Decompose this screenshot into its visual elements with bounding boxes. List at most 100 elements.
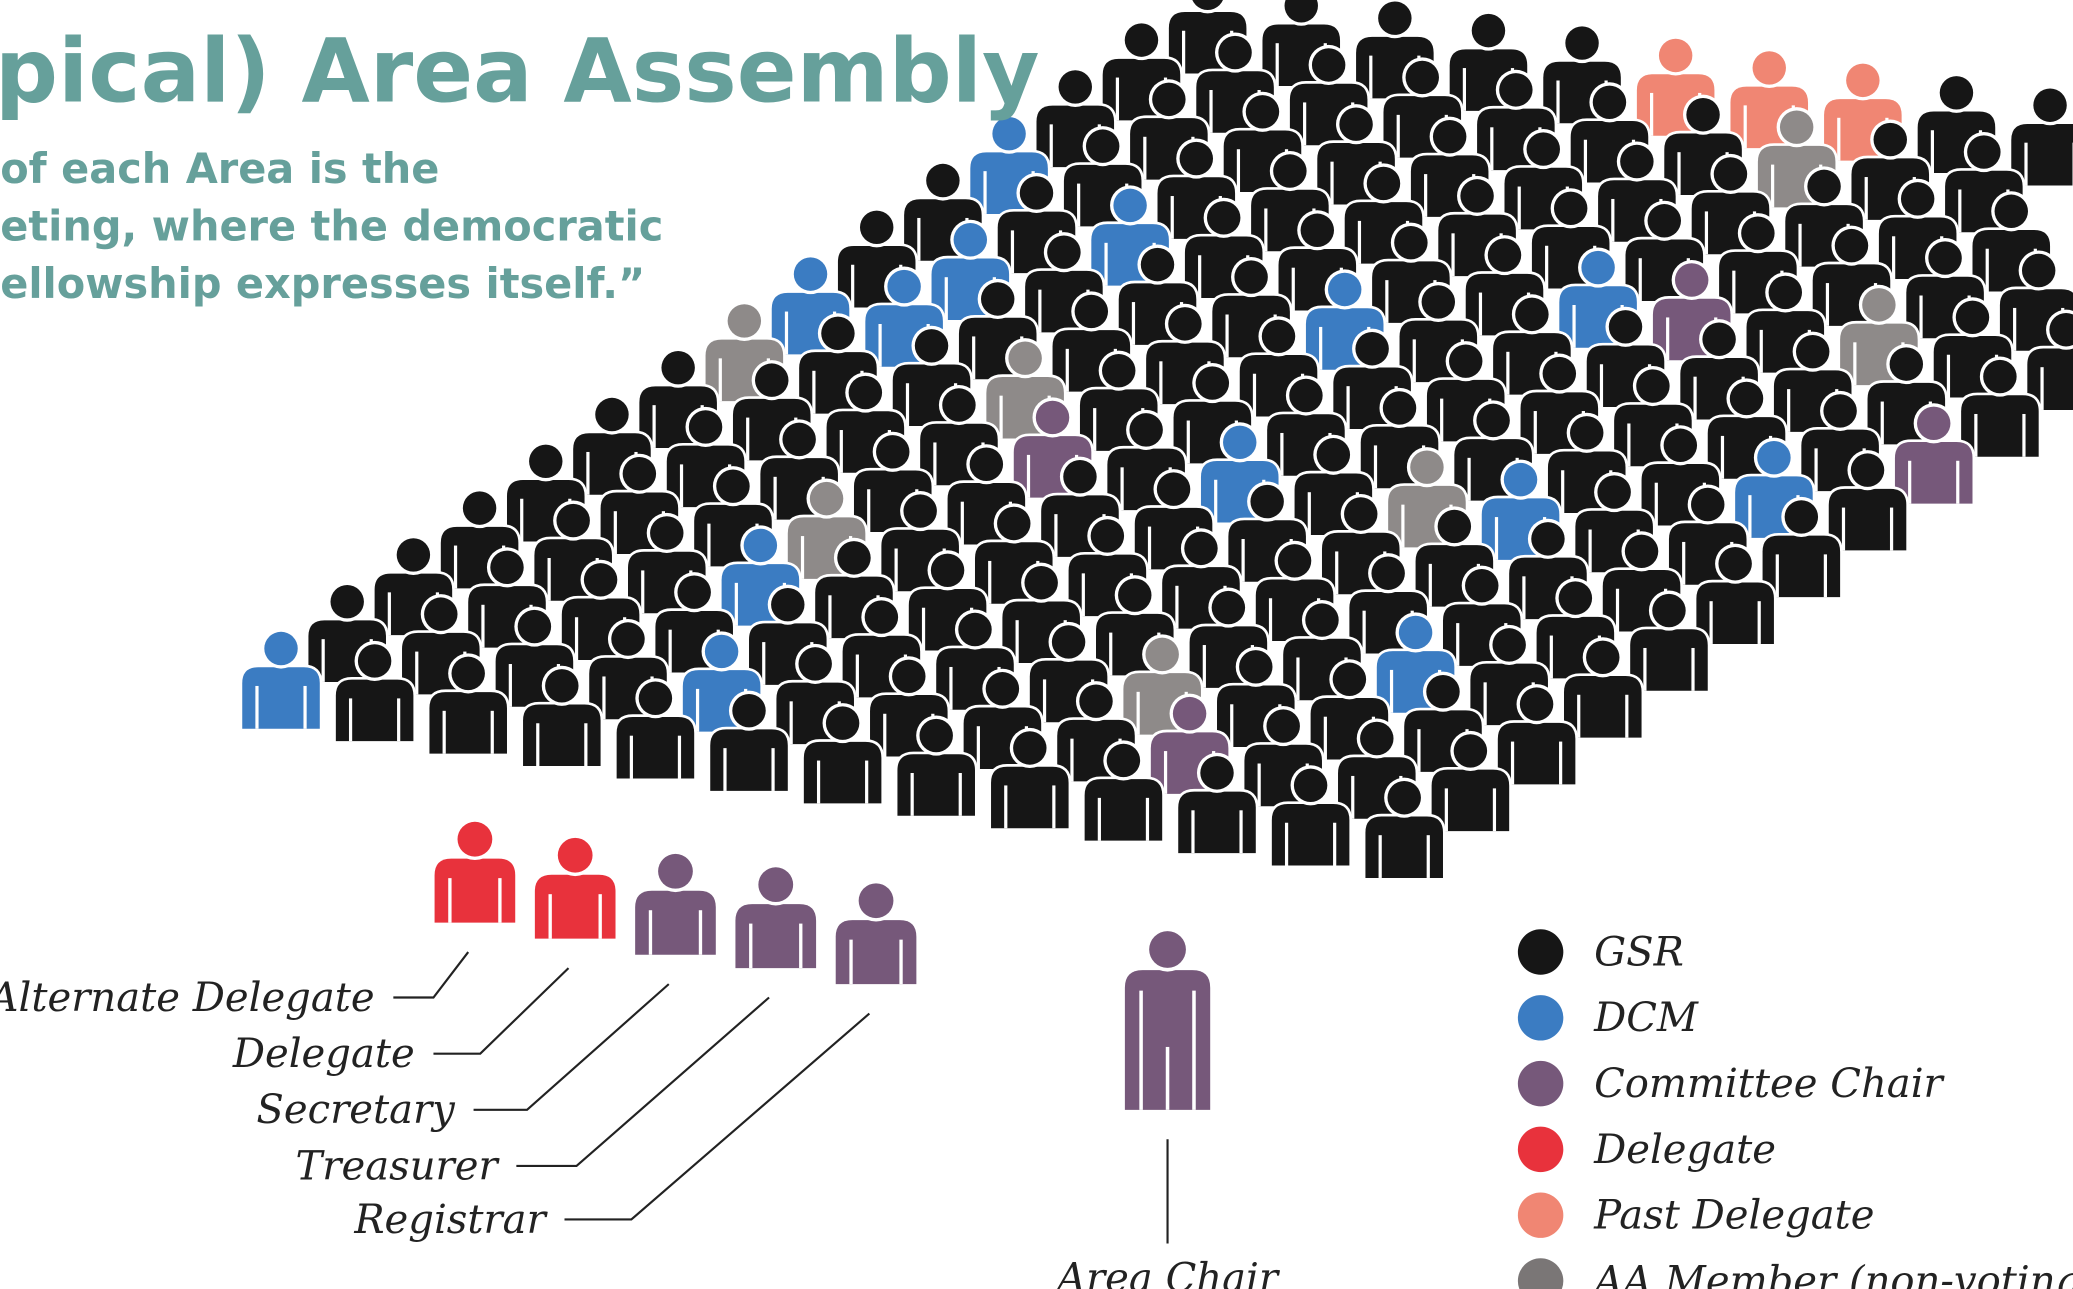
person-head [1366,166,1401,201]
person-head [1410,450,1444,484]
person-head [517,609,552,644]
person-head [1051,625,1086,659]
person-head [1266,709,1300,743]
person-icon [1892,403,1976,507]
person-head [1531,522,1565,556]
person-icon [1529,188,1613,292]
person-head [1647,204,1681,238]
person-head [1542,356,1577,391]
person-head [1332,662,1367,696]
person-head [903,494,937,528]
person-head [1850,453,1885,487]
crowd [239,0,2073,881]
person-head [1234,260,1268,294]
person-head [1702,322,1736,356]
person-body [1084,779,1163,841]
person-head [1674,263,1709,297]
person-icon [1116,244,1199,348]
person-body [1497,722,1576,785]
person-icon [1561,637,1645,741]
person-head [919,718,953,753]
leader-line [433,967,570,1055]
person-head [557,837,593,873]
person-head [1058,70,1092,104]
person-head [1284,0,1318,23]
person-head [755,363,789,397]
person-head [743,528,778,563]
person-icon [1033,66,1117,170]
person-head [556,503,590,538]
legend-label: Committee Chair [1594,1061,1945,1107]
person-head [942,388,976,422]
person-head [1597,475,1631,509]
person-head [1449,344,1483,378]
person-icon [632,850,719,958]
person-body [897,754,975,816]
person-head [1211,590,1246,625]
person-body [534,874,616,939]
person-head [1305,603,1339,637]
person-head [1360,721,1394,756]
person-head [782,422,816,457]
person-head [1917,406,1951,441]
person-head [1387,781,1421,815]
person-head [1955,300,1990,335]
person-body [710,729,788,791]
person-head [1807,169,1841,204]
person-head [981,282,1015,316]
person-body [1564,676,1642,738]
person-head [583,563,618,597]
person-head [1019,176,1054,210]
person-icon [1049,291,1133,395]
legend-label: Past Delegate [1593,1193,1874,1239]
person-head [892,659,926,694]
person-head [837,541,871,575]
person-head [1355,332,1389,366]
person-head [1172,696,1207,731]
person-head [953,223,988,257]
officer-label: Treasurer [296,1143,501,1189]
person-head [622,457,657,491]
person-body [335,679,414,742]
person-head [1223,425,1257,460]
person-head [1515,297,1549,332]
legend-swatch [1517,1192,1564,1238]
person-head [1471,13,1506,48]
person-body [1828,488,1907,551]
person-head [864,600,899,634]
person-body [1431,769,1510,832]
person-icon [1269,765,1353,869]
person-icon [1362,777,1446,881]
person-icon [1280,599,1364,703]
person-icon [1104,409,1188,513]
person-icon [1127,79,1211,183]
person-head [1371,556,1405,590]
person-head [1624,534,1659,569]
person-head [716,469,750,503]
person-icon [1627,590,1711,694]
person-head [1118,578,1152,612]
person-head [758,867,794,903]
person-body [835,920,917,985]
person-head [1300,213,1335,247]
person-head [1608,310,1643,344]
person-head [1492,628,1526,662]
person-icon [333,640,417,744]
person-head [1382,391,1417,425]
person-head [1779,110,1814,144]
person-icon [2008,85,2073,189]
person-body [1271,804,1350,866]
person-head [1846,63,1880,98]
person-head [1784,500,1819,534]
person-head [958,612,992,647]
person-icon [1214,646,1298,750]
person-icon [732,863,819,971]
person-icon [1826,450,1909,554]
person-head [1394,225,1428,260]
person-head [1526,132,1560,166]
person-head [1503,462,1538,497]
person-head [969,447,1004,481]
person-icon [1428,730,1512,834]
legend-label: DCM [1593,995,1699,1041]
person-head [595,397,629,432]
